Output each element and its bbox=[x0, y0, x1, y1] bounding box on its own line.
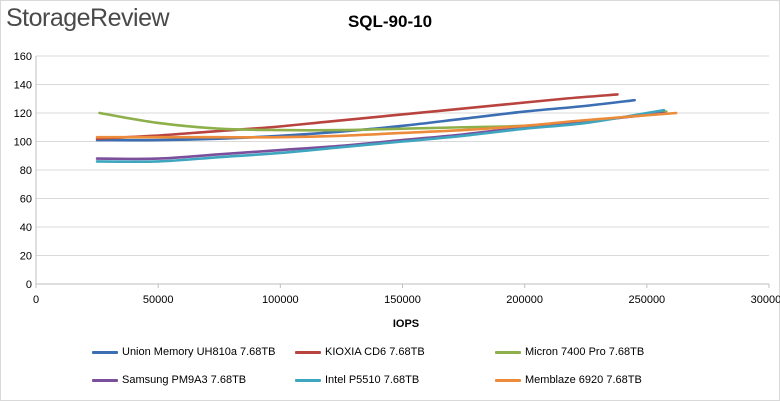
y-tick-label: 140 bbox=[14, 80, 32, 92]
series-line-5 bbox=[95, 108, 666, 164]
x-tick-label: 50000 bbox=[143, 294, 174, 306]
legend-swatch bbox=[495, 350, 521, 354]
series-lines bbox=[95, 93, 678, 164]
legend-label: Memblaze 6920 7.68TB bbox=[525, 374, 642, 386]
x-tick-label: 0 bbox=[33, 294, 39, 306]
x-tick-label: 200000 bbox=[506, 294, 543, 306]
tick-labels: 0 20 40 60 80 100 120 140 160 0 50000 100000 150000 2… bbox=[14, 51, 780, 306]
legend-item: Union Memory UH810a 7.68TB bbox=[92, 346, 275, 358]
series-line-4 bbox=[95, 111, 666, 161]
legend-item: KIOXIA CD6 7.68TB bbox=[295, 346, 425, 358]
y-tick-label: 40 bbox=[20, 222, 32, 234]
legend-item: Samsung PM9A3 7.68TB bbox=[92, 374, 246, 386]
legend-swatch bbox=[495, 378, 521, 382]
legend-swatch bbox=[92, 378, 118, 382]
legend-label: Samsung PM9A3 7.68TB bbox=[122, 374, 247, 386]
y-tick-label: 20 bbox=[20, 251, 32, 263]
legend-item: Memblaze 6920 7.68TB bbox=[495, 374, 642, 386]
series-line-2 bbox=[95, 93, 619, 140]
legend-swatch bbox=[92, 350, 118, 354]
y-tick-label: 80 bbox=[20, 165, 32, 177]
x-tick-label: 250000 bbox=[628, 294, 665, 306]
legend-swatch bbox=[295, 378, 321, 382]
legend-label: KIOXIA CD6 7.68TB bbox=[325, 346, 425, 358]
x-tick-label: 150000 bbox=[384, 294, 421, 306]
x-tick-label: 300000 bbox=[751, 294, 780, 306]
legend-swatch bbox=[295, 350, 321, 354]
x-axis-label: IOPS bbox=[393, 318, 419, 330]
line-chart: 0 20 40 60 80 100 120 140 160 0 50000 100000 150000 2… bbox=[14, 51, 780, 330]
chart-title: SQL-90-10 bbox=[347, 12, 433, 31]
y-tick-label: 160 bbox=[14, 51, 32, 63]
y-tick-label: 100 bbox=[14, 137, 32, 149]
legend-item: Intel P5510 7.68TB bbox=[295, 374, 419, 386]
y-tick-label: 60 bbox=[20, 194, 32, 206]
series-line-6 bbox=[95, 111, 678, 139]
legend-label: Union Memory UH810a 7.68TB bbox=[122, 346, 276, 358]
legend-item: Micron 7400 Pro 7.68TB bbox=[495, 346, 644, 358]
legend-label: Intel P5510 7.68TB bbox=[325, 374, 420, 386]
y-tick-label: 120 bbox=[14, 108, 32, 120]
storagereview-logo: StorageReview bbox=[6, 4, 170, 32]
axes bbox=[35, 56, 770, 288]
x-tick-label: 100000 bbox=[262, 294, 299, 306]
gridlines bbox=[36, 55, 769, 256]
y-tick-label: 0 bbox=[26, 279, 32, 291]
legend-label: Micron 7400 Pro 7.68TB bbox=[525, 346, 645, 358]
